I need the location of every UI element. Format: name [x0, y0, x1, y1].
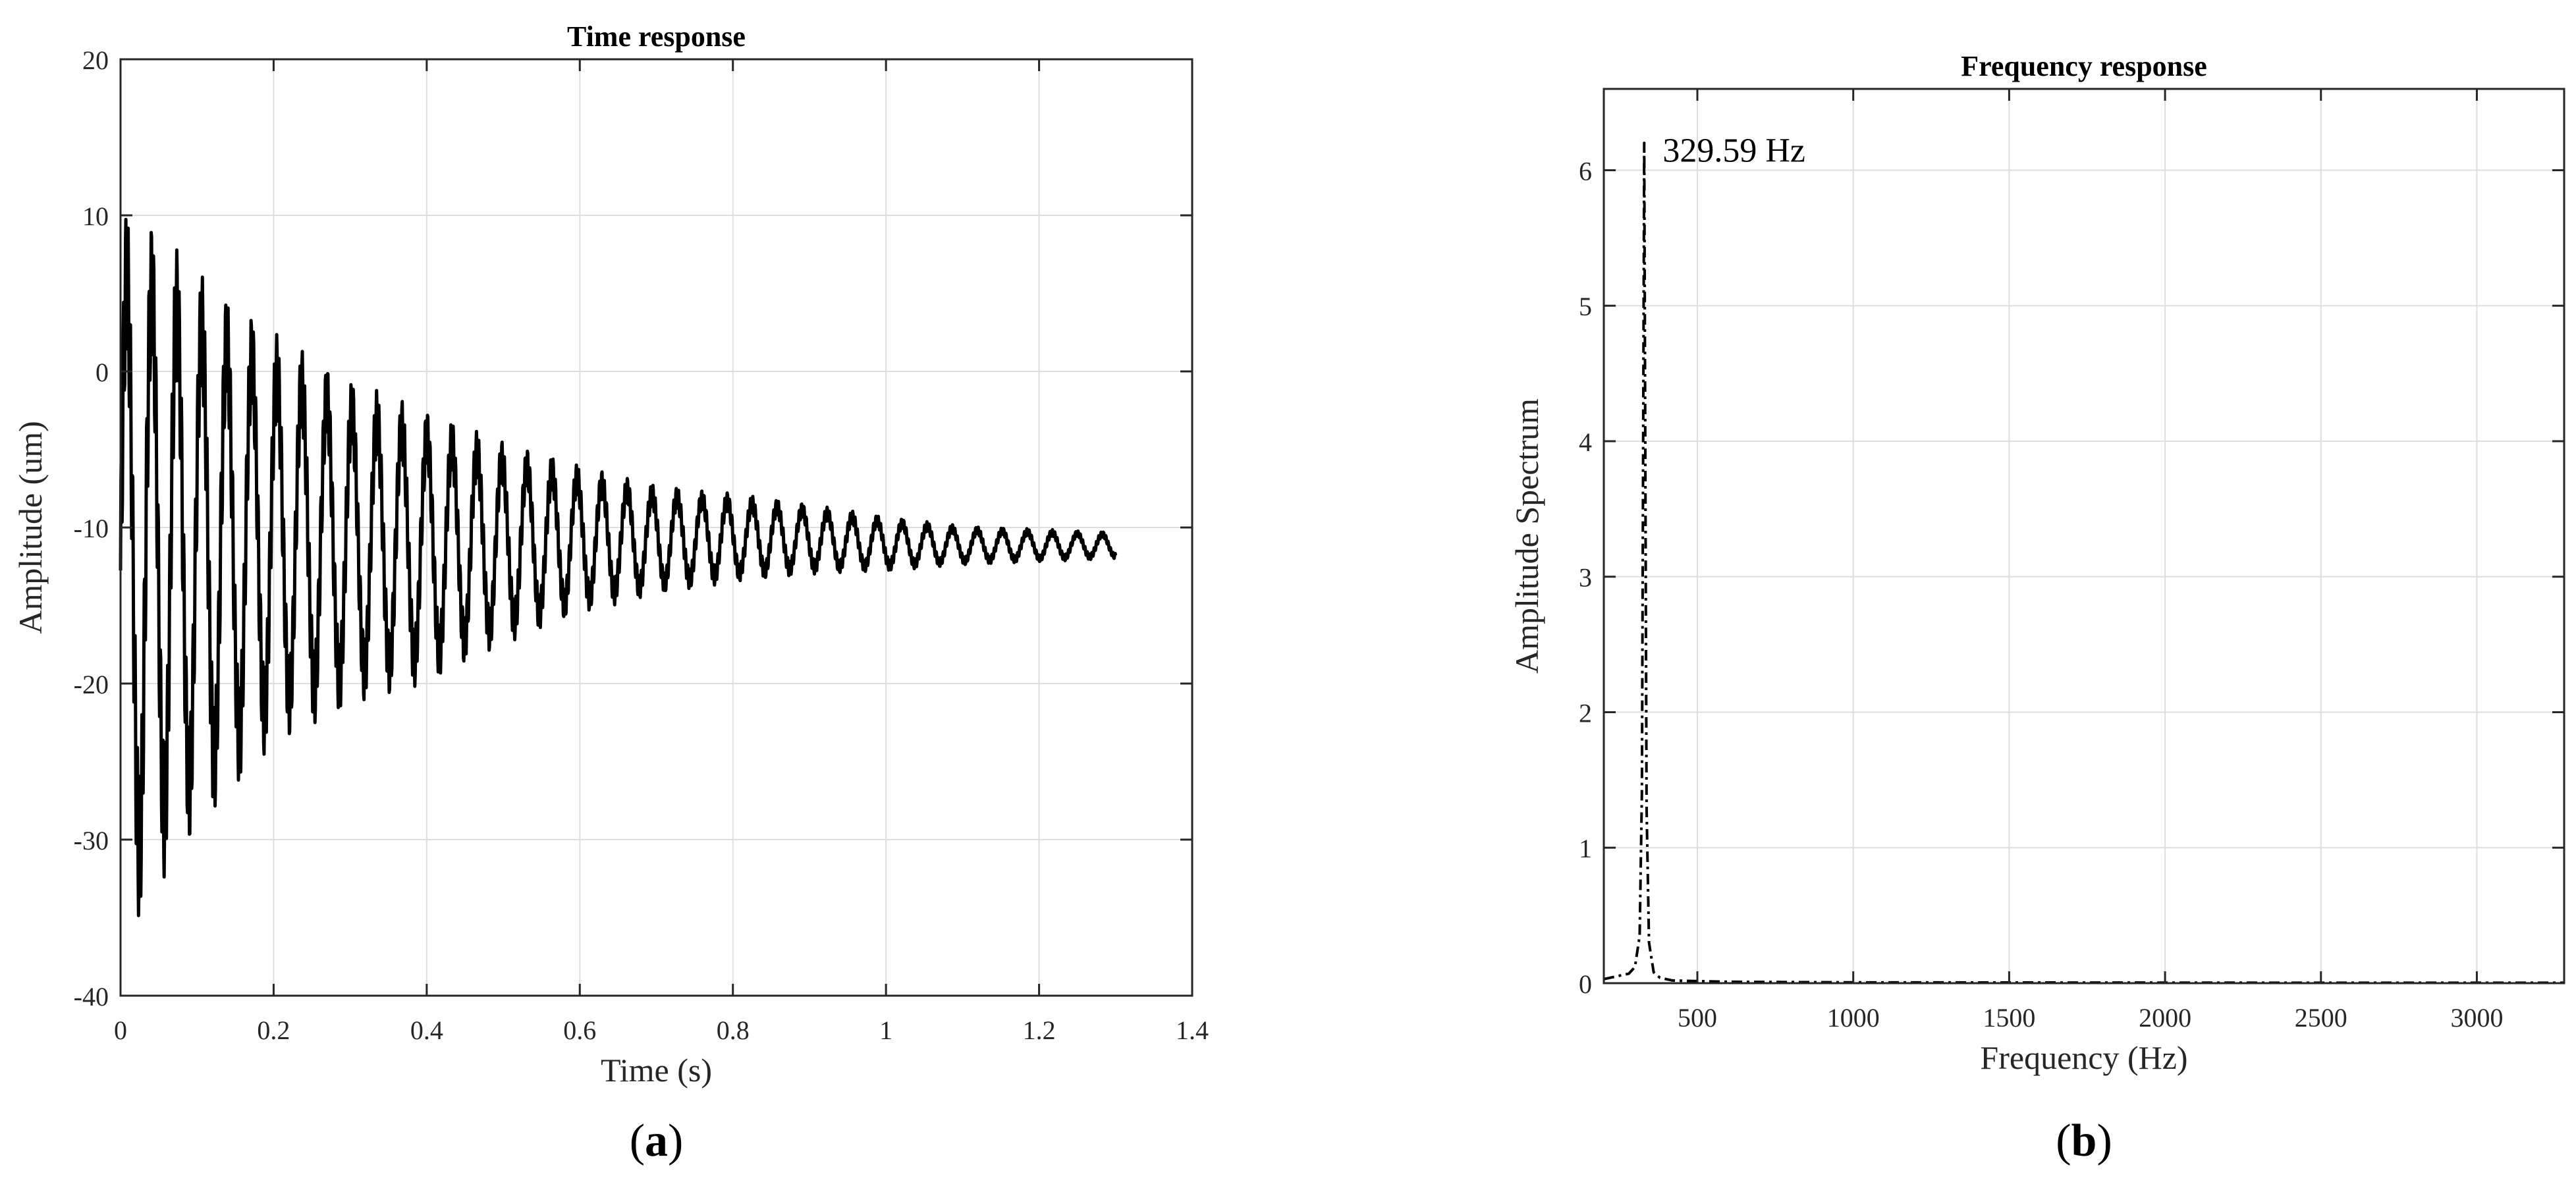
x-tick-label: 2000 [2139, 1003, 2191, 1033]
x-tick-label: 500 [1678, 1003, 1717, 1033]
x-tick-label: 1000 [1827, 1003, 1880, 1033]
y-tick-label: 3 [1579, 563, 1592, 593]
y-tick-label: -40 [74, 982, 109, 1011]
frequency-response-plot-area [1604, 89, 2564, 983]
x-tick-label: 1.4 [1176, 1015, 1209, 1045]
time-response-title: Time response [567, 20, 746, 53]
frequency-response-axes-frame [1603, 88, 2565, 984]
x-tick-label: 0.4 [410, 1015, 443, 1045]
time-response-ticks: 0 0.2 0.4 0.6 0.8 1 1.2 1.4 -40 -30 -20 -10 0 10 20 [74, 45, 1209, 1045]
peak-frequency-annotation: 329.59 Hz [1662, 132, 1805, 169]
x-tick-label: 1 [879, 1015, 892, 1045]
time-response-series-line [119, 217, 1118, 917]
panel-caption-b: (b) [2056, 1116, 2112, 1166]
y-tick-label: 2 [1579, 698, 1592, 728]
frequency-response-y-axis-label: Amplitude Spectrum [1508, 398, 1545, 674]
x-tick-label: 0.6 [563, 1015, 596, 1045]
y-tick-label: -20 [74, 670, 109, 699]
y-tick-label: 0 [1579, 969, 1592, 999]
y-tick-label: 1 [1579, 834, 1592, 863]
y-tick-label: -30 [74, 826, 109, 855]
y-tick-label: 20 [82, 45, 109, 75]
y-tick-label: 10 [82, 202, 109, 231]
y-tick-label: 4 [1579, 427, 1592, 457]
x-tick-label: 1500 [1983, 1003, 2035, 1033]
frequency-response-title: Frequency response [1961, 50, 2207, 82]
x-tick-label: 0 [114, 1015, 127, 1045]
panel-caption-b-letter: b [2071, 1116, 2097, 1166]
y-tick-label: 0 [96, 358, 109, 387]
panel-caption-a: (a) [630, 1116, 684, 1166]
frequency-response-grid [1604, 89, 2564, 983]
x-tick-label: 2500 [2295, 1003, 2347, 1033]
spectrum-peak-point [1643, 142, 1646, 145]
frequency-response-x-axis-label: Frequency (Hz) [1980, 1039, 2187, 1076]
frequency-response-panel: 500 1000 1500 2000 2500 3000 0 1 2 3 4 5 6 Frequency… [1508, 50, 2565, 1076]
time-response-x-axis-label: Time (s) [601, 1052, 712, 1089]
time-response-grid [121, 59, 1192, 996]
x-tick-label: 0.2 [257, 1015, 290, 1045]
y-tick-label: -10 [74, 514, 109, 543]
time-response-y-axis-label: Amplitude (um) [12, 421, 49, 634]
time-response-data [119, 217, 1118, 917]
panel-caption-a-letter: a [645, 1116, 668, 1166]
x-tick-label: 0.8 [717, 1015, 750, 1045]
frequency-response-ticks: 500 1000 1500 2000 2500 3000 0 1 2 3 4 5 6 [1579, 89, 2564, 1033]
y-tick-label: 5 [1579, 292, 1592, 321]
y-tick-label: 6 [1579, 156, 1592, 186]
x-tick-label: 3000 [2450, 1003, 2503, 1033]
time-response-panel: 0 0.2 0.4 0.6 0.8 1 1.2 1.4 -40 -30 -20 -10 0 10 20 Ti… [12, 20, 1209, 1089]
x-tick-label: 1.2 [1023, 1015, 1056, 1045]
